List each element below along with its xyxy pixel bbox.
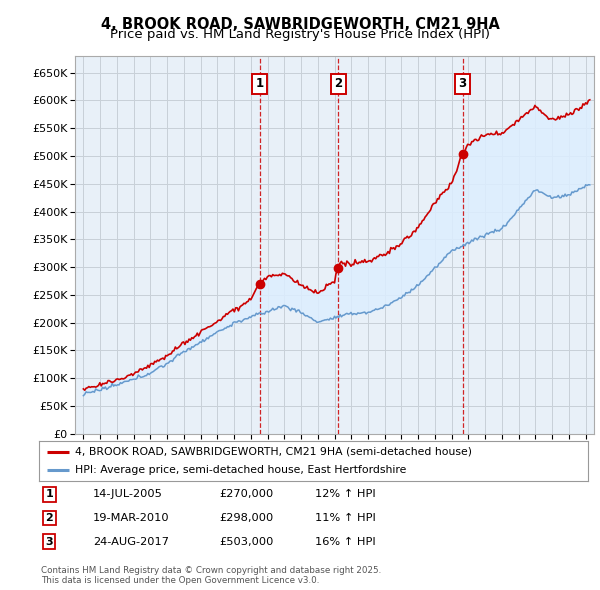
Text: HPI: Average price, semi-detached house, East Hertfordshire: HPI: Average price, semi-detached house,… — [74, 465, 406, 475]
Text: 24-AUG-2017: 24-AUG-2017 — [93, 537, 169, 546]
Text: Price paid vs. HM Land Registry's House Price Index (HPI): Price paid vs. HM Land Registry's House … — [110, 28, 490, 41]
Text: 2: 2 — [334, 77, 342, 90]
Text: 3: 3 — [458, 77, 467, 90]
Text: 19-MAR-2010: 19-MAR-2010 — [93, 513, 170, 523]
Text: 4, BROOK ROAD, SAWBRIDGEWORTH, CM21 9HA (semi-detached house): 4, BROOK ROAD, SAWBRIDGEWORTH, CM21 9HA … — [74, 447, 472, 457]
Text: 16% ↑ HPI: 16% ↑ HPI — [315, 537, 376, 546]
Text: 3: 3 — [46, 537, 53, 546]
Text: 4, BROOK ROAD, SAWBRIDGEWORTH, CM21 9HA: 4, BROOK ROAD, SAWBRIDGEWORTH, CM21 9HA — [101, 17, 499, 31]
Text: 14-JUL-2005: 14-JUL-2005 — [93, 490, 163, 499]
Text: 1: 1 — [46, 490, 53, 499]
Text: 2: 2 — [46, 513, 53, 523]
Text: This data is licensed under the Open Government Licence v3.0.: This data is licensed under the Open Gov… — [41, 576, 319, 585]
Text: 12% ↑ HPI: 12% ↑ HPI — [315, 490, 376, 499]
Text: 1: 1 — [256, 77, 264, 90]
Text: £503,000: £503,000 — [219, 537, 274, 546]
Text: 11% ↑ HPI: 11% ↑ HPI — [315, 513, 376, 523]
Text: Contains HM Land Registry data © Crown copyright and database right 2025.: Contains HM Land Registry data © Crown c… — [41, 566, 381, 575]
Text: £298,000: £298,000 — [219, 513, 273, 523]
Text: £270,000: £270,000 — [219, 490, 273, 499]
